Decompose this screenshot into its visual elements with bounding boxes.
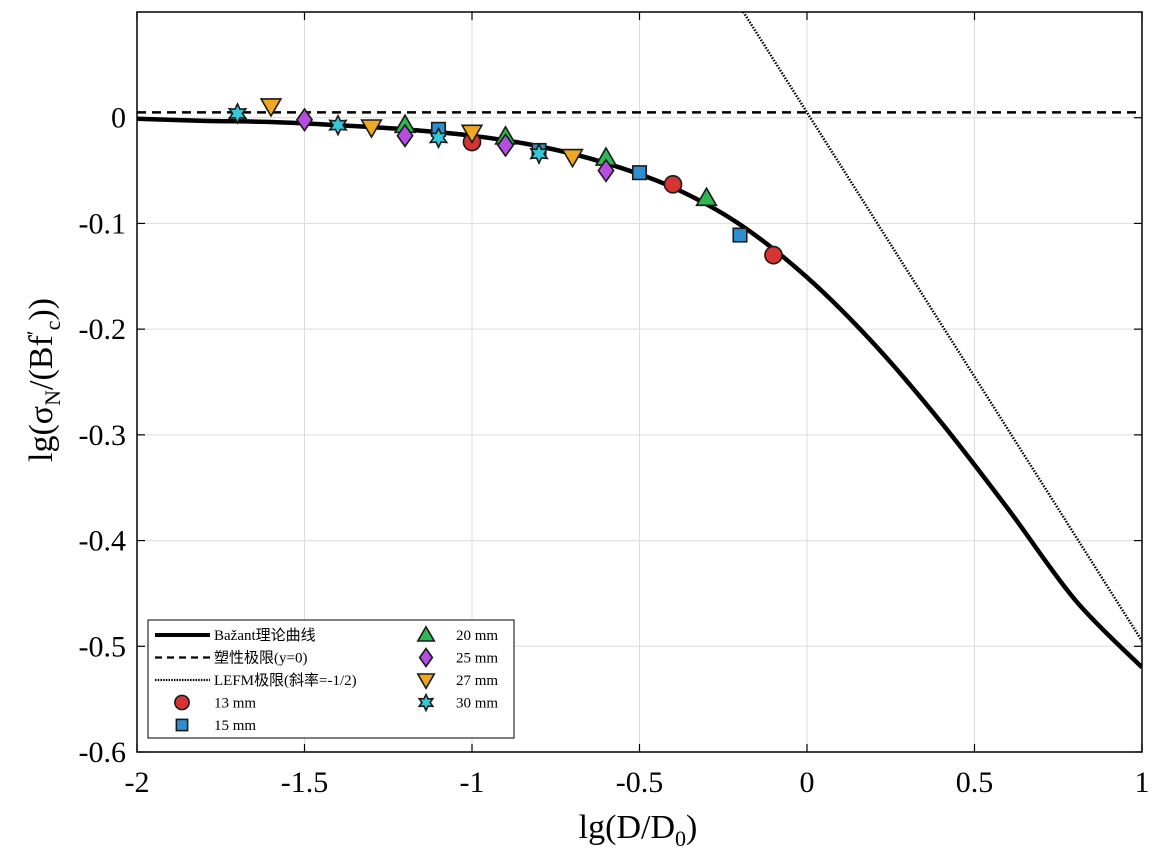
point-15-mm-square bbox=[631, 165, 648, 181]
x-tick-label: 1 bbox=[1135, 766, 1150, 799]
legend-label: 塑性极限(y=0) bbox=[214, 650, 307, 667]
legend-label: LEFM极限(斜率=-1/2) bbox=[214, 672, 357, 689]
x-axis-label: lg(D/D0) bbox=[579, 809, 698, 851]
x-tick-label: -2 bbox=[125, 766, 150, 799]
point-30-mm-hexagram bbox=[529, 142, 549, 165]
point-27-mm-triangle-down bbox=[460, 124, 484, 144]
point-27-mm-triangle-down bbox=[259, 98, 283, 118]
legend-label: 15 mm bbox=[214, 718, 256, 734]
y-tick-label: -0.2 bbox=[79, 313, 127, 346]
x-tick-label: -1 bbox=[460, 766, 485, 799]
point-30-mm-hexagram bbox=[227, 102, 248, 125]
legend-marker-diamond bbox=[418, 647, 434, 668]
legend-label: 25 mm bbox=[456, 651, 498, 667]
y-tick-label: -0.4 bbox=[79, 525, 127, 558]
legend-label: 30 mm bbox=[456, 696, 498, 712]
legend-label: 27 mm bbox=[456, 673, 498, 689]
point-30-mm-hexagram bbox=[328, 113, 348, 137]
legend-label: 20 mm bbox=[456, 628, 498, 644]
y-axis-label: lg(σN/(Bf′c)) bbox=[22, 298, 65, 462]
markers bbox=[227, 98, 783, 265]
x-tick-label: -1.5 bbox=[281, 766, 329, 799]
point-25-mm-diamond bbox=[597, 158, 615, 183]
point-13-mm-circle bbox=[663, 174, 683, 194]
point-15-mm-square bbox=[732, 227, 748, 243]
point-25-mm-diamond bbox=[496, 133, 515, 158]
point-30-mm-hexagram bbox=[428, 126, 449, 150]
y-tick-label: -0.5 bbox=[79, 630, 127, 663]
y-tick-label: 0 bbox=[111, 102, 126, 135]
legend-marker-circle bbox=[174, 694, 190, 711]
y-tick-label: -0.1 bbox=[79, 207, 127, 240]
legend-label: Bažant理论曲线 bbox=[214, 627, 316, 644]
x-tick-label: -0.5 bbox=[616, 766, 664, 799]
ticks: -2 -1.5 -1 -0.5 0 0.5 1 0 -0.1 -0.2 -0.3 -0.4 -0.5 -0… bbox=[79, 12, 1150, 799]
y-tick-label: -0.6 bbox=[79, 736, 127, 769]
legend-marker-hexagram bbox=[417, 692, 435, 713]
legend-marker-triangle-down bbox=[416, 673, 436, 690]
point-13-mm-circle bbox=[764, 245, 783, 265]
legend-marker-triangle-up bbox=[416, 625, 436, 642]
legend-label: 13 mm bbox=[214, 696, 256, 712]
x-tick-label: 0 bbox=[800, 766, 815, 799]
point-25-mm-diamond bbox=[396, 123, 414, 148]
point-20-mm-triangle-up bbox=[695, 186, 718, 207]
point-27-mm-triangle-down bbox=[360, 119, 383, 139]
point-25-mm-diamond bbox=[295, 107, 314, 132]
y-tick-label: -0.3 bbox=[79, 419, 127, 452]
lefm-limit-line bbox=[741, 12, 1142, 642]
legend-marker-square bbox=[175, 718, 189, 732]
point-27-mm-triangle-down bbox=[561, 148, 584, 169]
x-tick-label: 0.5 bbox=[956, 766, 994, 799]
